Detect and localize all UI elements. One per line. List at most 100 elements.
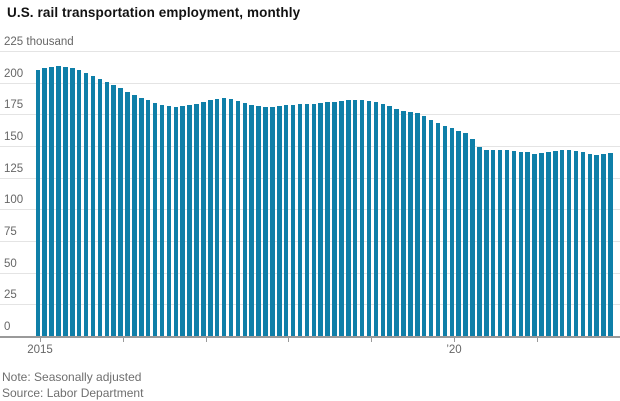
data-bar <box>90 75 96 336</box>
y-gridline <box>0 304 620 306</box>
y-axis-tick-label: 225 thousand <box>4 36 77 49</box>
data-bar <box>277 106 282 336</box>
x-axis-line <box>0 336 620 338</box>
x-axis-tick-label: 2015 <box>27 344 53 356</box>
data-bar <box>145 100 151 336</box>
data-bar <box>359 100 365 336</box>
y-gridline <box>0 146 620 147</box>
data-bar <box>63 66 68 336</box>
data-bar <box>194 103 199 336</box>
data-bar <box>346 100 351 336</box>
data-bar <box>104 82 110 336</box>
data-bar <box>97 78 103 336</box>
data-bar <box>463 133 468 336</box>
data-bar <box>546 152 551 336</box>
data-bar <box>201 101 206 336</box>
x-axis-tick <box>122 337 124 342</box>
data-bar <box>125 91 130 336</box>
data-bar <box>373 102 379 336</box>
data-bar <box>332 101 337 336</box>
data-bar <box>283 105 289 336</box>
data-bar <box>380 104 386 336</box>
x-axis-tick <box>371 337 373 342</box>
data-bar <box>118 88 123 336</box>
data-bar <box>573 151 579 336</box>
data-bar <box>580 152 586 336</box>
data-bar <box>490 150 496 336</box>
data-bar <box>42 68 47 336</box>
x-axis-tick <box>536 337 538 342</box>
y-axis-tick-label: 150 <box>4 131 27 144</box>
chart-source: Source: Labor Department <box>2 386 144 400</box>
data-bar <box>366 101 372 336</box>
data-bar <box>608 152 613 336</box>
data-bar <box>56 66 61 336</box>
y-gridline <box>0 82 620 84</box>
y-axis-tick-label: 50 <box>4 257 20 271</box>
data-bar <box>477 146 482 336</box>
data-bar <box>587 153 593 336</box>
data-bar <box>139 97 144 336</box>
y-axis-tick-label: 200 <box>4 67 27 81</box>
y-gridline <box>0 209 620 211</box>
data-bar <box>111 85 116 336</box>
y-axis-tick-label: 100 <box>4 194 27 208</box>
data-bar <box>83 73 89 336</box>
y-axis-tick-label: 25 <box>4 289 20 303</box>
data-bar <box>525 151 530 336</box>
data-bar <box>297 104 303 336</box>
data-bar <box>504 150 510 336</box>
data-bar <box>456 130 461 336</box>
data-bar <box>428 120 434 336</box>
data-bar <box>180 106 185 336</box>
x-axis-tick <box>288 337 290 342</box>
data-bar <box>470 139 475 336</box>
y-axis-tick-label: 175 <box>4 99 27 113</box>
data-bar <box>221 97 227 336</box>
data-bar <box>511 151 517 336</box>
data-bar <box>304 104 310 336</box>
x-axis-tick <box>205 337 207 342</box>
y-gridline <box>0 241 620 242</box>
data-bar <box>484 149 489 336</box>
x-axis-tick <box>454 337 455 342</box>
data-bar <box>228 99 234 336</box>
data-bar <box>235 101 241 336</box>
data-bar <box>187 104 192 336</box>
data-bar <box>394 108 399 336</box>
data-bar <box>152 102 158 336</box>
data-bar <box>435 123 441 336</box>
y-axis-tick-label: 75 <box>4 226 20 239</box>
data-bar <box>594 154 599 336</box>
data-bar <box>311 103 317 336</box>
data-bar <box>352 99 358 336</box>
data-bar <box>70 68 75 336</box>
y-gridline <box>0 114 620 116</box>
x-axis-tick <box>40 337 41 342</box>
data-bar <box>159 104 165 336</box>
y-gridline <box>0 272 620 274</box>
y-axis-tick-label: 125 <box>4 162 27 176</box>
data-bar <box>415 113 420 336</box>
data-bar <box>249 104 254 336</box>
data-bar <box>132 94 137 336</box>
data-bar <box>566 150 572 336</box>
data-bar <box>76 70 82 336</box>
x-axis-tick-label: ’20 <box>446 344 462 356</box>
data-bar <box>166 106 172 336</box>
data-bar <box>325 102 330 336</box>
data-bar <box>173 106 179 336</box>
y-gridline <box>0 51 620 52</box>
data-bar <box>318 102 323 336</box>
data-bar <box>539 152 544 336</box>
data-bar <box>35 70 41 336</box>
data-bar <box>532 153 537 336</box>
data-bar <box>49 66 54 336</box>
data-bar <box>559 149 565 336</box>
data-bar <box>263 106 268 336</box>
data-bar <box>214 98 220 336</box>
plot-area: 0 25 50 75 100 125 150 175 200 225 thousand 2015 ’2… <box>0 36 620 356</box>
y-gridline <box>0 177 620 179</box>
data-bar <box>442 125 448 336</box>
